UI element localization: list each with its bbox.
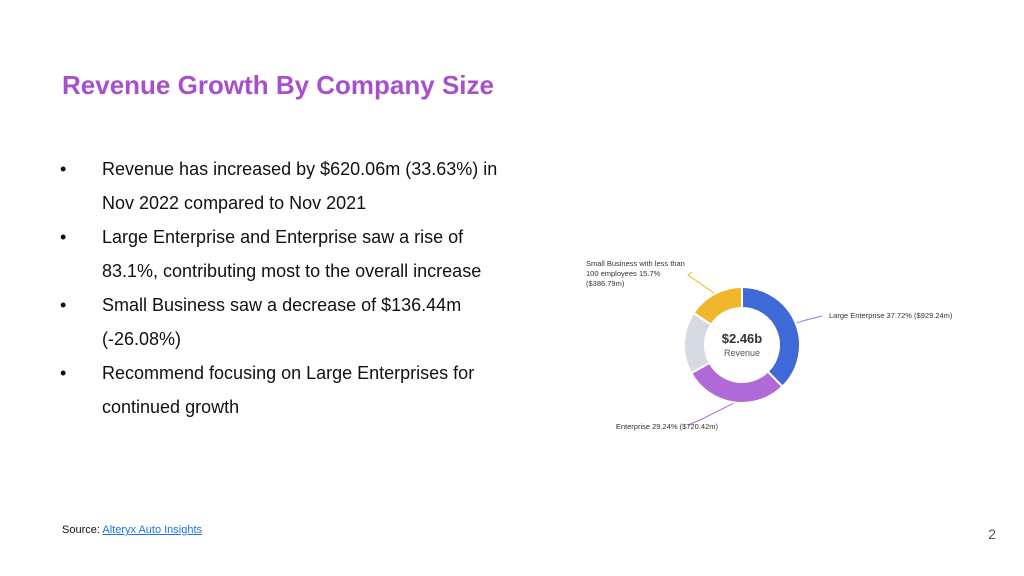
page-number: 2	[988, 526, 996, 542]
leader-line	[687, 271, 715, 294]
slice-label: Large Enterprise 37.72% ($929.24m)	[829, 311, 953, 320]
bullet-item: • Large Enterprise and Enterprise saw a …	[58, 220, 518, 288]
slide-title: Revenue Growth By Company Size	[62, 70, 494, 100]
bullet-item: • Revenue has increased by $620.06m (33.…	[58, 152, 518, 220]
slice-label: Enterprise 29.24% ($720.42m)	[616, 422, 719, 431]
bullet-marker: •	[60, 159, 67, 179]
bullet-text: Large Enterprise and Enterprise saw a ri…	[102, 227, 482, 281]
source-link[interactable]: Alteryx Auto Insights	[102, 524, 203, 536]
source-label: Source:	[62, 524, 100, 536]
leader-line	[796, 315, 823, 324]
donut-center-label: Revenue	[724, 348, 760, 358]
leader-line	[687, 402, 734, 426]
donut-center-value: $2.46b	[722, 331, 763, 346]
bullet-list: • Revenue has increased by $620.06m (33.…	[58, 152, 518, 424]
donut-chart-svg: Large Enterprise 37.72% ($929.24m) Enterp…	[586, 259, 953, 431]
bullet-text: Revenue has increased by $620.06m (33.63…	[102, 159, 498, 213]
donut-slice	[689, 361, 784, 404]
slice-label: Small Business with less than	[586, 259, 685, 268]
bullet-text: Small Business saw a decrease of $136.44…	[102, 295, 462, 349]
donut-chart: Large Enterprise 37.72% ($929.24m) Enterp…	[570, 250, 990, 450]
slice-label: ($386.79m)	[586, 279, 625, 288]
bullet-text: Recommend focusing on Large Enterprises …	[102, 363, 475, 417]
bullet-marker: •	[60, 363, 67, 383]
bullet-item: • Recommend focusing on Large Enterprise…	[58, 356, 518, 424]
donut-slice	[692, 285, 743, 326]
bullet-marker: •	[60, 227, 67, 247]
source-note: Source: Alteryx Auto Insights	[62, 524, 202, 536]
bullet-item: • Small Business saw a decrease of $136.…	[58, 288, 518, 356]
slice-label: 100 employees 15.7%	[586, 269, 661, 278]
bullet-marker: •	[60, 295, 67, 315]
